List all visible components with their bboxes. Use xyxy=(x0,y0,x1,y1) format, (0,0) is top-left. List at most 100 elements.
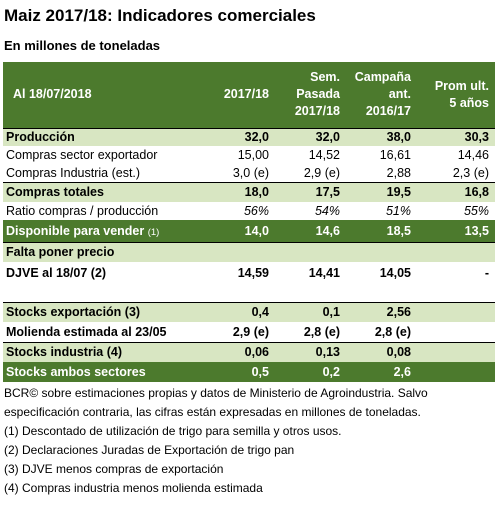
table-row: Producción 32,0 32,0 38,0 30,3 xyxy=(3,127,495,146)
value-cell xyxy=(193,241,275,262)
column-header-line: 2017/18 xyxy=(223,87,269,102)
note: (3) DJVE menos compras de exportación xyxy=(4,462,224,476)
value-cell: 30,3 xyxy=(417,127,495,146)
row-label: Disponible para vender (1) xyxy=(3,220,193,242)
table-row: Stocks industria (4) 0,06 0,13 0,08 xyxy=(3,341,495,362)
value-cell: 14,46 xyxy=(457,148,489,162)
table-row: Compras totales 18,0 17,5 19,5 16,8 xyxy=(3,181,495,202)
column-header-line: 2017/18 xyxy=(294,104,340,119)
value-cell xyxy=(417,362,495,382)
value-cell: 15,00 xyxy=(237,148,269,162)
value-cell: 51% xyxy=(385,204,411,218)
value-cell: 0,08 xyxy=(346,341,417,362)
note: (1) Descontado de utilización de trigo p… xyxy=(4,424,342,438)
column-header-line: Campaña xyxy=(354,70,411,85)
value-cell: 54% xyxy=(314,204,340,218)
value-cell: 32,0 xyxy=(193,127,275,146)
row-label-text: Compras Industria (est.) xyxy=(6,165,141,180)
table: Al 18/07/2018 2017/18 Sem. Pasada 2017/18 Cam… xyxy=(3,62,495,382)
column-header-line: Pasada xyxy=(296,87,340,102)
row-label: Compras totales xyxy=(3,181,193,202)
row-label-text: Producción xyxy=(6,130,75,145)
table-row: Molienda estimada al 23/05 2,9 (e) 2,8 (e)… xyxy=(3,322,495,342)
row-label-text: Stocks ambos sectores xyxy=(6,365,146,379)
column-header-line: 2016/17 xyxy=(365,104,411,119)
value-cell: - xyxy=(484,266,489,280)
column-header-line: Prom ult. xyxy=(434,78,489,93)
row-label-text: DJVE al 18/07 (2) xyxy=(6,266,107,280)
value-cell: 14,0 xyxy=(244,223,269,238)
value-cell: 0,06 xyxy=(193,341,275,362)
value-cell: 3,0 (e) xyxy=(232,165,269,180)
value-cell: 19,5 xyxy=(346,181,417,202)
value-cell: 13,5 xyxy=(464,223,489,238)
row-label: DJVE al 18/07 (2) xyxy=(3,262,193,284)
value-cell xyxy=(417,341,495,362)
row-label-text: Disponible para vender xyxy=(6,223,145,238)
value-cell: 0,1 xyxy=(275,301,346,322)
value-cell: 0,5 xyxy=(251,365,269,379)
note: (2) Declaraciones Juradas de Exportación… xyxy=(4,443,295,457)
column-header: Campaña ant. 2016/17 xyxy=(346,62,417,128)
column-header-line: Sem. xyxy=(310,70,340,85)
row-label: Falta poner precio xyxy=(3,241,193,262)
value-cell: 55% xyxy=(463,204,489,218)
value-cell xyxy=(346,241,417,262)
row-label-text: Stocks industria (4) xyxy=(6,345,122,360)
value-cell: 14,52 xyxy=(308,148,340,162)
row-label: Stocks ambos sectores xyxy=(3,362,193,382)
value-cell xyxy=(417,301,495,322)
row-label-text: Falta poner precio xyxy=(6,245,115,260)
note: BCR© sobre estimaciones propias y datos … xyxy=(4,386,428,419)
row-label: Compras Industria (est.) xyxy=(3,164,193,182)
row-label: Ratio compras / producción xyxy=(3,202,193,220)
table-row: Stocks ambos sectores 0,5 0,2 2,6 xyxy=(3,362,495,382)
column-header: Sem. Pasada 2017/18 xyxy=(275,62,346,128)
table-row: Compras Industria (est.) 3,0 (e) 2,9 (e) 2,… xyxy=(3,164,495,182)
value-cell: 14,05 xyxy=(379,266,411,280)
column-header-line: ant. xyxy=(388,87,411,102)
row-label-text: Ratio compras / producción xyxy=(6,204,159,218)
table-body: Producción 32,0 32,0 38,0 30,3 Compras sector… xyxy=(3,127,495,382)
row-label-text: Stocks exportación (3) xyxy=(6,305,141,320)
table-row: Ratio compras / producción 56% 54% 51% 55% xyxy=(3,202,495,220)
value-cell: 0,13 xyxy=(275,341,346,362)
value-cell xyxy=(417,322,495,342)
row-label: Stocks exportación (3) xyxy=(3,301,193,322)
value-cell: 16,8 xyxy=(417,181,495,202)
value-cell: 2,8 (e) xyxy=(303,324,340,339)
row-label: Stocks industria (4) xyxy=(3,341,193,362)
table-row: Compras sector exportador 15,00 14,52 16,61… xyxy=(3,146,495,164)
value-cell: 18,0 xyxy=(193,181,275,202)
value-cell: 0,2 xyxy=(322,365,340,379)
table-row: Falta poner precio xyxy=(3,241,495,262)
title: Maiz 2017/18: Indicadores comerciales xyxy=(4,6,316,25)
value-cell: 2,3 (e) xyxy=(452,165,489,180)
row-label: Producción xyxy=(3,127,193,146)
row-label-text: Molienda estimada al 23/05 xyxy=(6,324,167,339)
value-cell: 32,0 xyxy=(275,127,346,146)
spacer-row xyxy=(3,284,495,302)
value-cell: 17,5 xyxy=(275,181,346,202)
value-cell: 2,6 xyxy=(393,365,411,379)
table-row: Disponible para vender (1) 14,0 14,6 18,5 13… xyxy=(3,220,495,242)
value-cell: 2,9 (e) xyxy=(303,165,340,180)
row-label: Molienda estimada al 23/05 xyxy=(3,322,193,342)
value-cell: 38,0 xyxy=(346,127,417,146)
subtitle: En millones de toneladas xyxy=(4,38,161,53)
spacer-cell xyxy=(3,284,495,302)
table-row: Stocks exportación (3) 0,4 0,1 2,56 xyxy=(3,301,495,322)
value-cell: 2,9 (e) xyxy=(232,324,269,339)
column-header-line: 5 años xyxy=(449,95,489,110)
column-header: Prom ult. 5 años xyxy=(417,62,495,128)
corner-cell: Al 18/07/2018 xyxy=(13,87,92,102)
notes: BCR© sobre estimaciones propias y datos … xyxy=(4,384,484,498)
row-label-note: (1) xyxy=(147,226,160,238)
table-header: Al 18/07/2018 2017/18 Sem. Pasada 2017/18 Cam… xyxy=(3,62,495,128)
header-row: Al 18/07/2018 2017/18 Sem. Pasada 2017/18 Cam… xyxy=(3,62,495,128)
row-label-text: Compras sector exportador xyxy=(6,148,158,162)
value-cell xyxy=(417,241,495,262)
column-header: 2017/18 xyxy=(193,62,275,128)
note: (4) Compras industria menos molienda est… xyxy=(4,481,263,495)
